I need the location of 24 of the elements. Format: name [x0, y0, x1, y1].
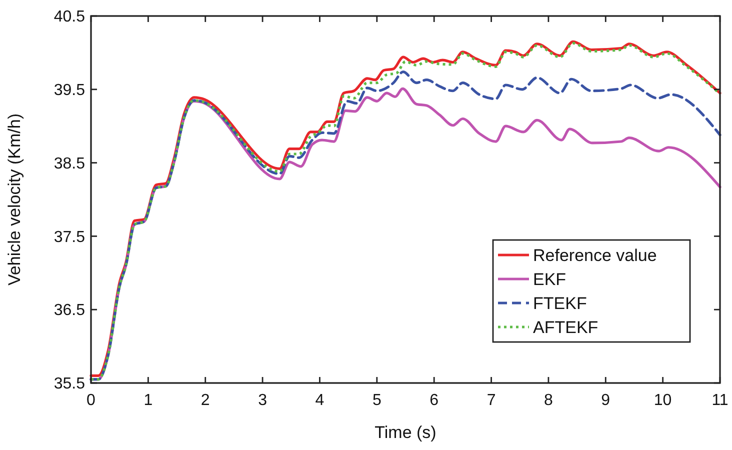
x-axis-title: Time (s)	[374, 423, 436, 442]
x-tick-label: 4	[315, 392, 324, 409]
x-tick-label: 8	[544, 392, 553, 409]
y-tick-label: 35.5	[54, 376, 86, 393]
y-tick-label: 37.5	[54, 228, 86, 246]
x-tick-label: 3	[258, 392, 268, 409]
x-tick-label: 10	[654, 392, 672, 409]
y-tick-label: 39.5	[54, 82, 86, 99]
x-tick-label: 11	[712, 392, 728, 409]
y-tick-label: 38.5	[54, 155, 86, 172]
x-tick-label: 9	[601, 392, 610, 409]
legend-label: AFTEKF	[533, 318, 598, 337]
legend-label: EKF	[533, 270, 566, 289]
y-tick-label: 40.5	[54, 8, 86, 26]
legend-label: FTEKF	[533, 294, 587, 313]
x-tick-label: 5	[372, 392, 382, 409]
y-axis-title: Vehicle velocity (Km/h)	[5, 114, 24, 286]
y-tick-label: 36.5	[54, 302, 86, 320]
x-tick-label: 2	[200, 392, 210, 409]
x-tick-label: 0	[86, 392, 96, 409]
legend-label: Reference value	[533, 246, 657, 265]
x-tick-label: 6	[430, 392, 439, 409]
x-tick-label: 7	[486, 392, 496, 409]
x-tick-label: 1	[144, 392, 153, 409]
